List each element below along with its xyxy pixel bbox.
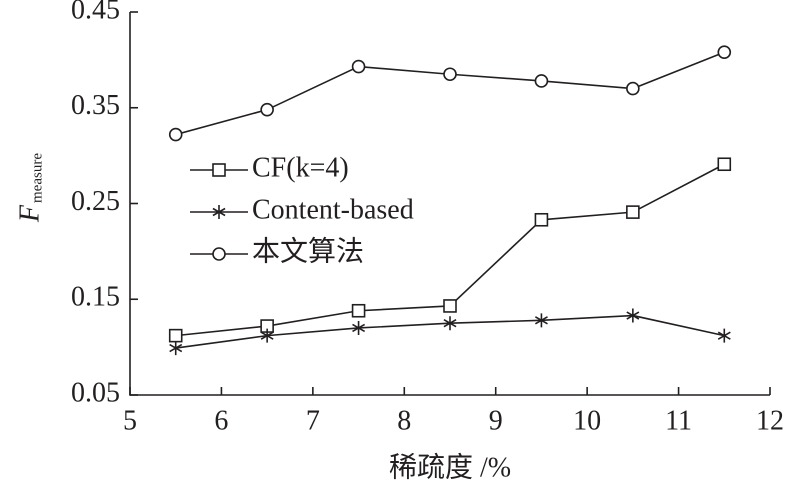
y-tick-label: 0.25 <box>71 186 120 217</box>
legend-marker <box>212 163 226 177</box>
legend-label: CF(k=4) <box>252 152 349 183</box>
marker <box>443 299 457 313</box>
legend-marker <box>212 247 226 261</box>
marker <box>717 45 732 60</box>
y-tick-label: 0.15 <box>71 282 120 313</box>
marker <box>351 303 366 318</box>
legend-label: Content-based <box>252 194 414 225</box>
marker <box>534 212 549 227</box>
marker <box>443 67 457 82</box>
marker <box>352 320 366 335</box>
marker <box>351 59 366 74</box>
series-line <box>175 51 725 136</box>
marker <box>626 308 640 323</box>
marker <box>168 328 183 343</box>
y-tick-label: 0.35 <box>71 90 120 121</box>
marker <box>168 127 183 142</box>
x-axis-label: 稀疏度 /% <box>389 451 511 483</box>
x-tick-label: 5 <box>123 405 137 436</box>
y-tick-label: 0.45 <box>71 0 120 25</box>
y-tick-label: 0.05 <box>71 377 120 408</box>
marker <box>534 313 548 328</box>
marker <box>717 157 732 172</box>
x-tick-label: 9 <box>489 405 503 436</box>
marker <box>443 316 457 331</box>
marker <box>717 328 731 343</box>
marker <box>260 102 274 117</box>
x-tick-label: 7 <box>306 405 320 436</box>
marker <box>169 341 183 356</box>
marker <box>626 81 640 96</box>
marker <box>626 205 640 219</box>
marker <box>534 74 549 88</box>
x-tick-label: 10 <box>573 405 601 436</box>
x-tick-label: 8 <box>397 405 411 436</box>
x-tick-label: 11 <box>665 405 692 436</box>
y-axis-label: F measure <box>14 153 45 223</box>
legend-marker <box>212 205 226 219</box>
x-tick-label: 12 <box>756 405 784 436</box>
x-tick-label: 6 <box>214 405 228 436</box>
marker <box>260 328 274 343</box>
legend-label: 本文算法 <box>252 235 364 267</box>
y-axis-label-sub: measure <box>29 153 45 203</box>
y-axis-label-main: F <box>14 204 45 223</box>
